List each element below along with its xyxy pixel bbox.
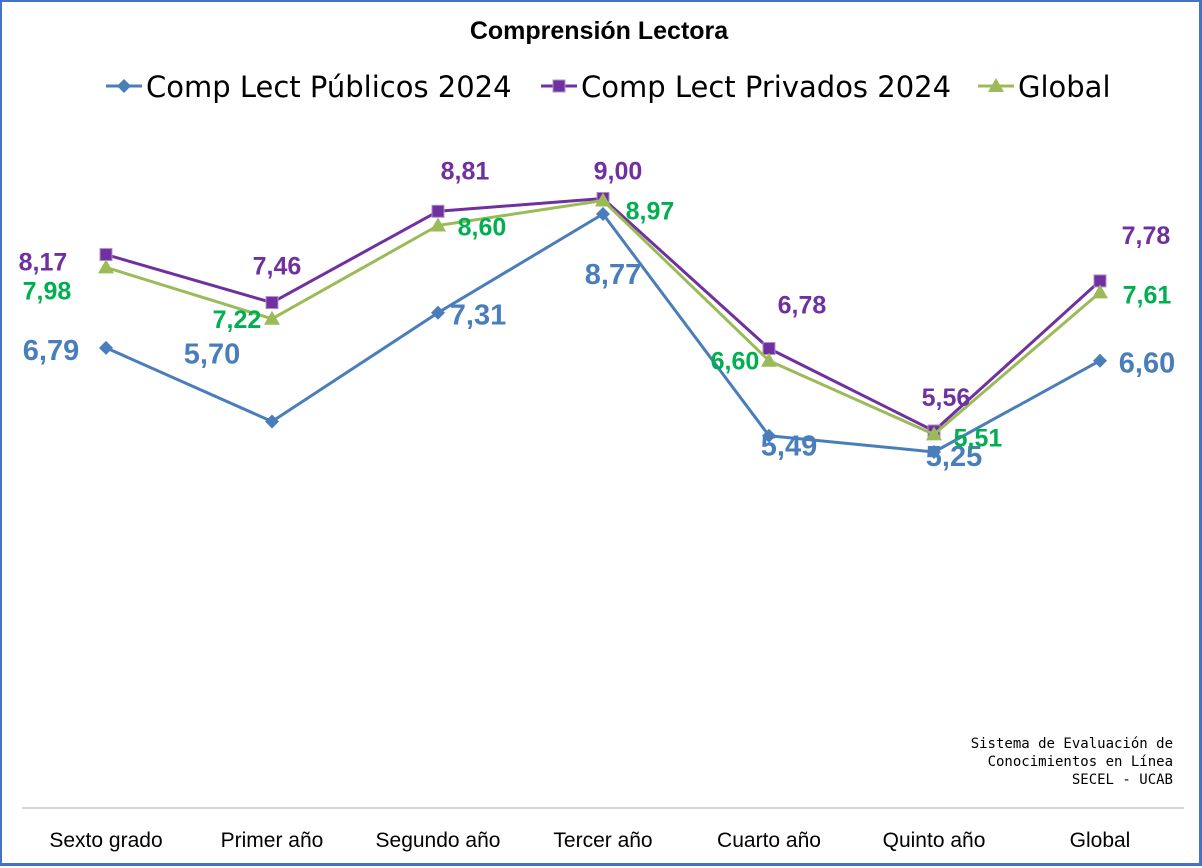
x-tick-label: Quinto año [883,829,986,852]
legend-marker-diamond [117,79,131,93]
data-label: 6,78 [778,292,827,320]
data-point [431,204,445,218]
data-point [762,428,776,443]
data-point [1093,353,1107,368]
data-label: 7,61 [1123,281,1172,309]
data-point [596,207,610,221]
x-tick-label: Global [1070,829,1131,852]
x-tick-label: Cuarto año [717,829,821,852]
data-point [98,259,114,274]
data-label: 8,60 [458,213,507,241]
x-tick-label: Tercer año [553,829,652,852]
data-point [265,296,279,310]
data-label: 6,60 [1119,348,1175,380]
data-point [99,340,113,355]
data-label: 5,25 [926,441,982,473]
data-point [927,444,941,459]
data-label: 8,81 [441,157,490,185]
legend-entry: Comp Lect Privados 2024 [581,70,951,104]
data-labels: 6,79 5,70 7,31 8,77 5,49 5,25 6,60 8,17 7,46 8,81… [19,157,1176,473]
data-label: 6,60 [711,348,760,376]
data-point [265,414,279,429]
x-tick-label: Segundo año [376,829,501,852]
source-note-line: SECEL - UCAB [1072,772,1173,788]
data-label: 7,46 [253,253,302,281]
x-tick-label: Sexto grado [49,829,162,852]
source-note: Sistema de Evaluación de Conocimientos en… [971,736,1173,788]
data-point [1092,284,1108,299]
data-label: 6,79 [23,335,79,367]
data-label: 8,77 [585,259,641,291]
legend-entry: Global [1018,70,1111,104]
data-point [926,426,942,441]
chart-legend: Comp Lect Públicos 2024 Comp Lect Privado… [106,70,1111,104]
data-label: 9,00 [594,157,643,185]
source-note-line: Sistema de Evaluación de [971,736,1173,752]
legend-marker-triangle [988,78,1004,92]
data-point [761,352,777,367]
data-label: 8,97 [626,197,675,225]
data-label: 7,98 [23,277,72,305]
chart-title: Comprensión Lectora [470,17,729,45]
data-point [99,248,113,262]
x-tick-label: Primer año [221,829,324,852]
legend-entry: Comp Lect Públicos 2024 [146,70,512,104]
data-label: 7,78 [1122,222,1171,250]
data-label: 8,17 [19,249,68,277]
data-label: 5,56 [922,384,971,412]
plot-area [98,191,1108,459]
data-label: 5,51 [954,424,1003,452]
data-point [431,305,445,320]
data-point [595,192,611,207]
data-label: 7,31 [450,300,506,332]
source-note-line: Conocimientos en Línea [988,754,1173,770]
data-label: 5,70 [184,339,240,371]
data-point [264,310,280,325]
x-axis-ticks: Sexto grado Primer año Segundo año Tercer a… [49,829,1130,852]
legend-marker-square [552,79,566,93]
data-point [430,217,446,232]
data-label: 5,49 [761,431,817,463]
data-label: 7,22 [213,306,262,334]
